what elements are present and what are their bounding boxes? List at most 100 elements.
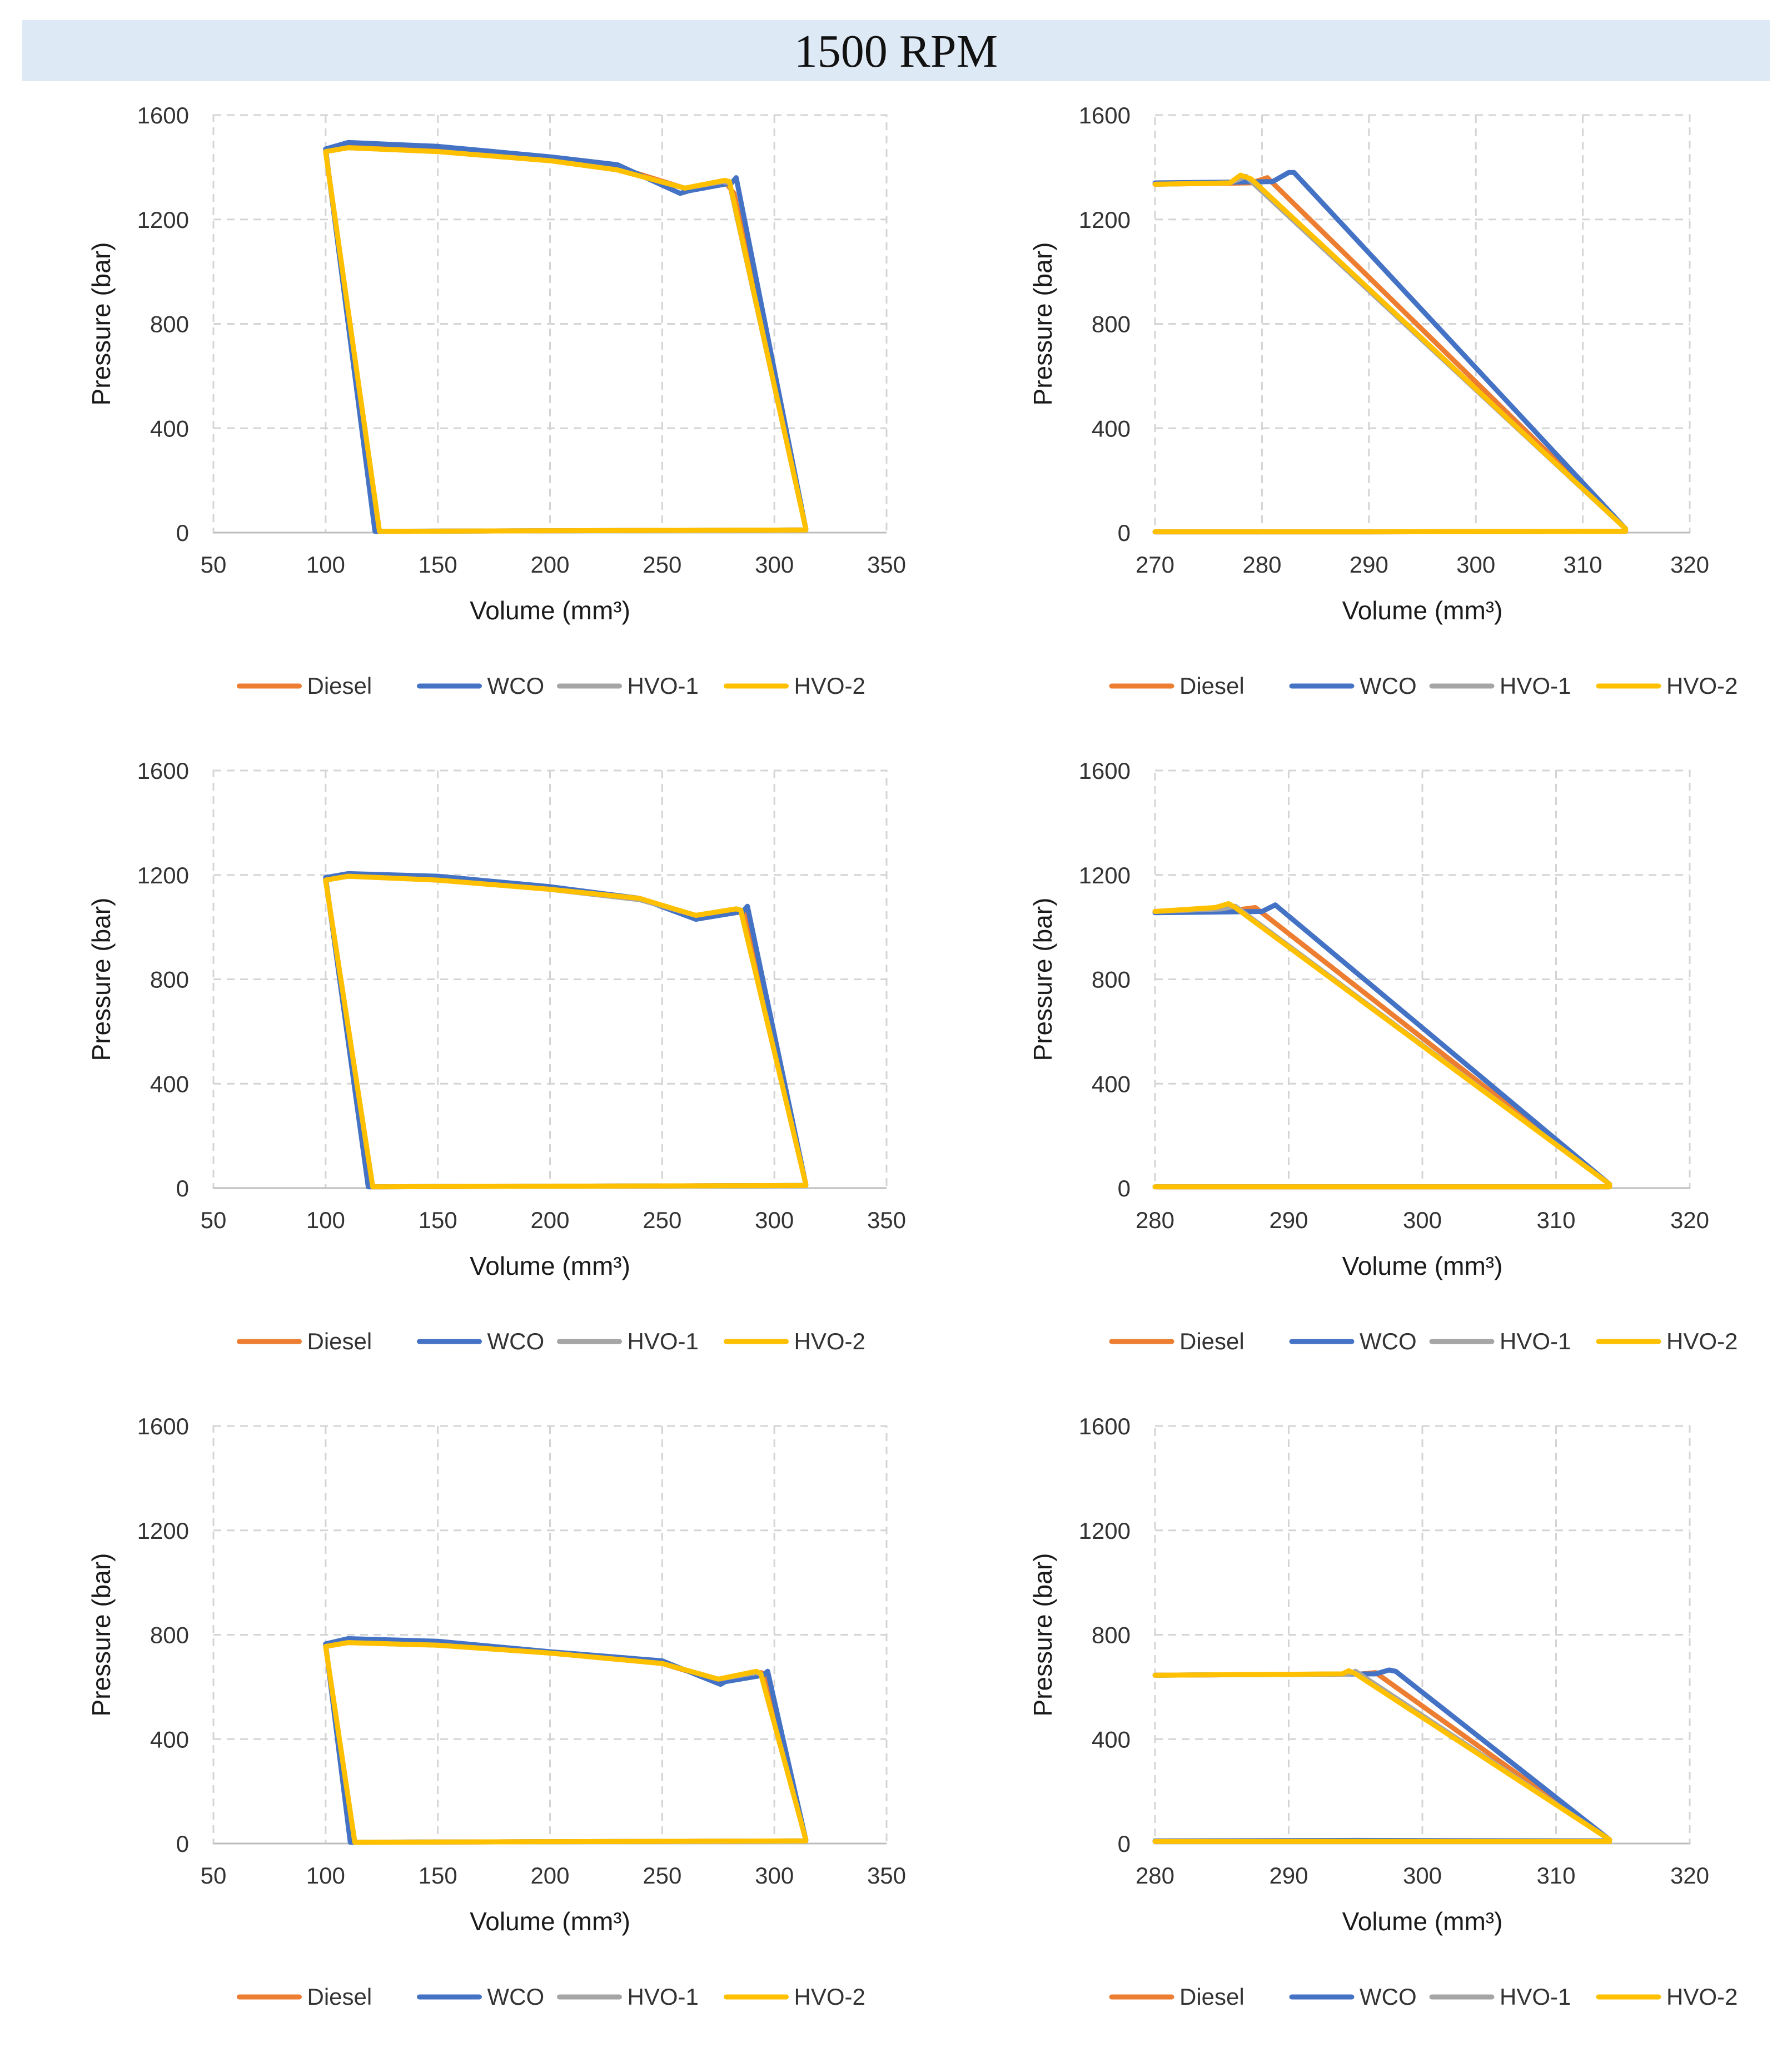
x-tick-label: 350 bbox=[867, 551, 906, 578]
x-tick-label: 50 bbox=[201, 551, 227, 578]
series-line-hvo-2 bbox=[323, 145, 809, 534]
legend-item-hvo-1: HVO-1 bbox=[557, 1984, 699, 2010]
y-tick-label: 1200 bbox=[1079, 207, 1131, 233]
y-tick-label: 1600 bbox=[1079, 758, 1131, 784]
legend-item-hvo-2: HVO-2 bbox=[1596, 673, 1738, 699]
series-line-hvo-1 bbox=[1152, 903, 1612, 1190]
y-axis-label: Pressure (bar) bbox=[87, 1553, 116, 1717]
panels: 0 400 800 1200 1600 50 100 150 200 250 300 350 Volum… bbox=[87, 102, 1738, 2010]
x-axis-label: Volume (mm³) bbox=[1342, 596, 1503, 625]
x-tick-label: 300 bbox=[755, 1862, 794, 1889]
x-tick-label: 310 bbox=[1564, 551, 1602, 578]
legend-label: HVO-1 bbox=[1500, 1984, 1571, 2010]
legend-item-diesel: Diesel bbox=[1109, 673, 1245, 699]
legend-item-diesel: Diesel bbox=[1109, 1328, 1245, 1354]
series-line-diesel bbox=[1152, 175, 1629, 535]
legend-label: Diesel bbox=[1179, 673, 1245, 699]
chart-panel-6: 0 400 800 1200 1600 280 290 300 310 320 Volume (mm… bbox=[1028, 1413, 1738, 2010]
x-tick-label: 250 bbox=[643, 551, 681, 578]
x-tick-label: 290 bbox=[1269, 1207, 1308, 1233]
series-line-hvo-1 bbox=[323, 873, 809, 1190]
legend: Diesel WCO HVO-1 HVO-2 bbox=[237, 673, 865, 699]
legend-item-hvo-2: HVO-2 bbox=[1596, 1984, 1738, 2010]
series-line-wco bbox=[323, 1636, 809, 1845]
legend-label: HVO-1 bbox=[628, 1328, 699, 1354]
y-axis-label: Pressure (bar) bbox=[1028, 242, 1057, 406]
legend-item-hvo-2: HVO-2 bbox=[724, 673, 865, 699]
series-line-diesel bbox=[323, 1638, 809, 1845]
legend-label: WCO bbox=[487, 1328, 545, 1354]
y-axis-label: Pressure (bar) bbox=[87, 898, 116, 1061]
y-tick-label: 400 bbox=[150, 1726, 189, 1752]
y-tick-label: 1200 bbox=[137, 1518, 189, 1544]
series-line-diesel bbox=[323, 872, 809, 1190]
x-tick-label: 320 bbox=[1670, 551, 1709, 578]
chart-panel-1: 0 400 800 1200 1600 50 100 150 200 250 300 350 Volum… bbox=[87, 102, 906, 699]
x-axis-label: Volume (mm³) bbox=[1342, 1907, 1503, 1936]
x-tick-label: 50 bbox=[201, 1207, 227, 1233]
legend-label: HVO-2 bbox=[1666, 673, 1738, 699]
series-line-diesel bbox=[1152, 1670, 1612, 1844]
series-line-diesel bbox=[1152, 905, 1612, 1190]
legend-item-wco: WCO bbox=[417, 1984, 545, 2010]
chart-panel-2: 0 400 800 1200 1600 270 280 290 300 310 320 Volume … bbox=[1028, 102, 1738, 699]
legend-item-diesel: Diesel bbox=[1109, 1984, 1245, 2010]
legend-item-hvo-1: HVO-1 bbox=[1429, 673, 1571, 699]
legend-label: HVO-2 bbox=[794, 673, 865, 699]
series-line-wco bbox=[1152, 170, 1629, 535]
y-tick-label: 400 bbox=[1092, 415, 1131, 441]
legend-label: Diesel bbox=[1179, 1984, 1245, 2010]
series-line-hvo-2 bbox=[1152, 172, 1629, 535]
x-tick-label: 350 bbox=[867, 1207, 906, 1233]
x-tick-label: 320 bbox=[1670, 1207, 1709, 1233]
chart-panel-3: 0 400 800 1200 1600 50 100 150 200 250 300 350 Volum… bbox=[87, 758, 906, 1354]
series-line-hvo-1 bbox=[1152, 1668, 1612, 1844]
legend-label: Diesel bbox=[307, 673, 372, 699]
x-tick-label: 200 bbox=[530, 551, 569, 578]
x-tick-label: 100 bbox=[306, 1862, 345, 1889]
legend-label: WCO bbox=[1360, 1984, 1417, 2010]
series-line-hvo-2 bbox=[323, 873, 809, 1190]
y-tick-label: 1600 bbox=[137, 102, 189, 128]
x-tick-label: 280 bbox=[1242, 551, 1281, 578]
legend-label: WCO bbox=[487, 1984, 545, 2010]
x-tick-label: 100 bbox=[306, 551, 345, 578]
x-tick-label: 290 bbox=[1269, 1862, 1308, 1889]
x-tick-label: 250 bbox=[643, 1862, 681, 1889]
x-tick-label: 300 bbox=[755, 551, 794, 578]
legend-label: WCO bbox=[487, 673, 545, 699]
legend-label: WCO bbox=[1360, 673, 1417, 699]
legend-label: HVO-2 bbox=[794, 1984, 865, 2010]
y-tick-label: 1600 bbox=[137, 758, 189, 784]
y-tick-label: 1600 bbox=[137, 1413, 189, 1439]
legend-item-hvo-2: HVO-2 bbox=[1596, 1328, 1738, 1354]
legend-label: HVO-2 bbox=[1666, 1984, 1738, 2010]
y-tick-label: 1200 bbox=[1079, 862, 1131, 888]
legend-item-hvo-2: HVO-2 bbox=[724, 1984, 865, 2010]
legend: Diesel WCO HVO-1 HVO-2 bbox=[1109, 673, 1738, 699]
legend-item-diesel: Diesel bbox=[237, 1984, 372, 2010]
y-tick-label: 800 bbox=[1092, 967, 1131, 993]
y-tick-label: 0 bbox=[176, 520, 189, 546]
legend-item-hvo-2: HVO-2 bbox=[724, 1328, 865, 1354]
y-tick-label: 1200 bbox=[1079, 1518, 1131, 1544]
title-band bbox=[22, 20, 1770, 81]
y-tick-label: 0 bbox=[1118, 520, 1131, 546]
legend-item-wco: WCO bbox=[1289, 1984, 1417, 2010]
x-tick-label: 310 bbox=[1536, 1207, 1575, 1233]
x-tick-label: 280 bbox=[1136, 1207, 1174, 1233]
legend: Diesel WCO HVO-1 HVO-2 bbox=[237, 1328, 865, 1354]
legend-label: Diesel bbox=[1179, 1328, 1245, 1354]
x-tick-label: 250 bbox=[643, 1207, 681, 1233]
y-tick-label: 0 bbox=[1118, 1831, 1131, 1857]
x-tick-label: 150 bbox=[419, 551, 457, 578]
y-tick-label: 800 bbox=[1092, 311, 1131, 337]
series-line-hvo-2 bbox=[323, 1640, 809, 1845]
legend-item-hvo-1: HVO-1 bbox=[1429, 1984, 1571, 2010]
y-tick-label: 800 bbox=[150, 311, 189, 337]
legend-item-wco: WCO bbox=[1289, 673, 1417, 699]
legend-label: WCO bbox=[1360, 1328, 1417, 1354]
series-line-wco bbox=[323, 871, 809, 1190]
legend-label: HVO-1 bbox=[1500, 673, 1571, 699]
x-tick-label: 50 bbox=[201, 1862, 227, 1889]
